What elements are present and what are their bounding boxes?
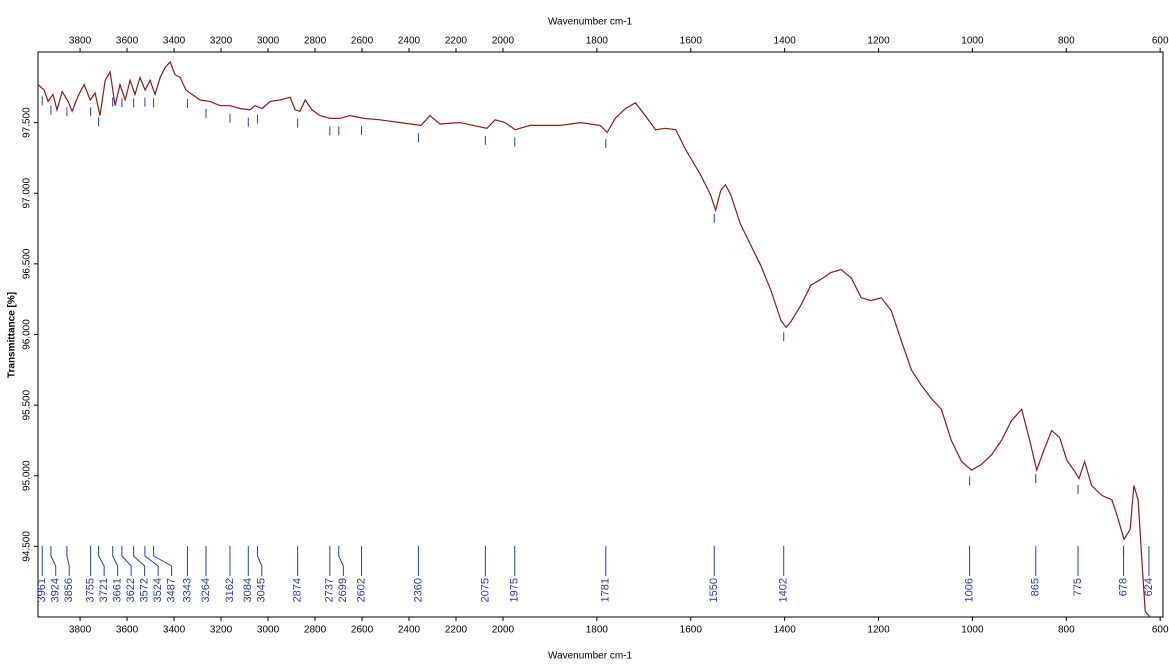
x-tick-label-top: 2800: [304, 36, 327, 47]
peak-label: 2874: [292, 578, 304, 602]
x-tick-label: 1000: [961, 625, 984, 636]
peak-label: 3084: [242, 578, 254, 602]
x-tick-label: 3400: [163, 625, 186, 636]
x-tick-label: 2200: [445, 625, 468, 636]
peak-leader: [98, 546, 105, 576]
y-tick-label: 97.000: [22, 178, 33, 209]
peak-leader: [144, 546, 159, 576]
x-tick-label-top: 1600: [680, 36, 703, 47]
peak-leader: [112, 546, 119, 576]
x-tick-label: 1200: [867, 625, 890, 636]
x-tick-label: 2400: [398, 625, 421, 636]
x-tick-label-top: 1000: [961, 36, 984, 47]
x-tick-label: 3000: [257, 625, 280, 636]
peak-label: 3622: [125, 578, 137, 602]
peak-label: 3264: [200, 578, 212, 602]
x-tick-label: 3600: [116, 625, 139, 636]
peak-leader: [133, 546, 146, 576]
peak-label: 3661: [112, 578, 124, 602]
peak-label: 678: [1117, 578, 1129, 596]
x-tick-label-top: 1800: [586, 36, 609, 47]
peak-label: 2602: [355, 578, 367, 602]
peak-label: 1550: [708, 578, 720, 602]
y-tick-label: 95.500: [22, 389, 33, 420]
peak-label: 2737: [324, 578, 336, 602]
peak-leader: [338, 546, 344, 576]
peak-label: 2075: [479, 578, 491, 602]
peak-label: 3572: [139, 578, 151, 602]
peak-label: 775: [1072, 578, 1084, 596]
peak-label: 3162: [224, 578, 236, 602]
peak-label: 1402: [778, 578, 790, 602]
x-tick-label: 2000: [492, 625, 515, 636]
x-tick-label-top: 1400: [774, 36, 797, 47]
x-tick-label: 1600: [680, 625, 703, 636]
x-tick-label-top: 2200: [445, 36, 468, 47]
peak-label: 624: [1143, 578, 1155, 596]
peak-leader: [66, 546, 70, 576]
spectrum-line: [37, 60, 1151, 618]
peak-label: 1781: [600, 578, 612, 602]
x-tick-label: 3200: [210, 625, 233, 636]
x-tick-label-top: 800: [1058, 36, 1075, 47]
x-tick-label-top: 2400: [398, 36, 421, 47]
x-axis-title: Wavenumber cm-1: [548, 651, 633, 662]
peak-label: 3961: [36, 578, 48, 602]
x-tick-label-top: 3400: [163, 36, 186, 47]
peak-leader: [121, 546, 132, 576]
x-tick-label-top: 3800: [69, 36, 92, 47]
peak-label: 3924: [50, 578, 62, 602]
x-tick-label-top: 3200: [210, 36, 233, 47]
x-tick-label-top: 2600: [351, 36, 374, 47]
y-axis-title: Transmittance [%]: [7, 292, 18, 378]
peak-label: 1006: [964, 578, 976, 602]
peak-label: 3755: [85, 578, 97, 602]
x-tick-label-top: 3600: [116, 36, 139, 47]
peak-label: 3856: [63, 578, 75, 602]
peak-label: 3487: [166, 578, 178, 602]
x-tick-label: 1800: [586, 625, 609, 636]
peak-leader: [153, 546, 173, 576]
x-tick-label-top: 600: [1152, 36, 1169, 47]
x-tick-label: 600: [1152, 625, 1169, 636]
x-tick-label: 800: [1058, 625, 1075, 636]
x-tick-label: 1400: [774, 625, 797, 636]
y-tick-label: 96.000: [22, 319, 33, 350]
x-tick-label-top: 1200: [867, 36, 890, 47]
x-tick-label: 3800: [69, 625, 92, 636]
y-tick-label: 97.500: [22, 107, 33, 138]
x-tick-label-top: 2000: [492, 36, 515, 47]
y-tick-label: 96.500: [22, 248, 33, 279]
peak-label: 3343: [181, 578, 193, 602]
x-tick-label: 2800: [304, 625, 327, 636]
x-tick-label-top: 3000: [257, 36, 280, 47]
peak-label: 2699: [337, 578, 349, 602]
peak-label: 3524: [152, 578, 164, 602]
peak-leader: [256, 546, 263, 576]
y-tick-label: 95.000: [22, 460, 33, 491]
peak-label: 1975: [509, 578, 521, 602]
peak-label: 865: [1030, 578, 1042, 596]
plot-frame: [37, 51, 1164, 618]
x-axis-title-top: Wavenumber cm-1: [548, 17, 633, 28]
y-tick-label: 94.500: [22, 531, 33, 562]
peak-label: 2360: [412, 578, 424, 602]
peak-leader: [50, 546, 57, 576]
peak-label: 3045: [256, 578, 268, 602]
peak-label: 3721: [98, 578, 110, 602]
x-tick-label: 2600: [351, 625, 374, 636]
